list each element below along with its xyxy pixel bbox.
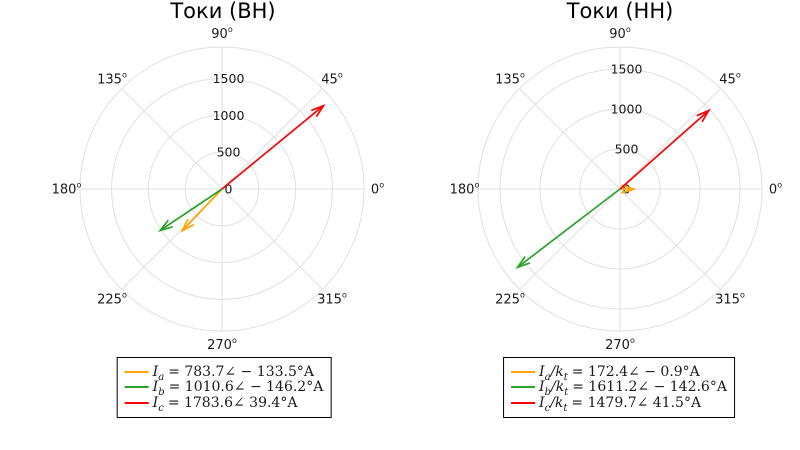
phasor-arrow	[181, 188, 223, 232]
legend-label: Ic/kt = 1479.7∠ 41.5°A	[539, 394, 702, 414]
grid-spoke	[221, 188, 323, 290]
phasor-arrow	[517, 188, 621, 268]
legend-label: Ia/kt = 172.4∠ − 0.9°A	[539, 363, 700, 383]
phasor-arrowhead	[180, 218, 195, 233]
grid-spoke	[619, 188, 721, 290]
r-tick-label: 1000	[611, 102, 643, 117]
angle-tick-label: 315o	[715, 291, 745, 308]
angle-tick-label: 0o	[371, 181, 384, 198]
phasor-arrow	[159, 188, 223, 232]
angle-tick-label: 90o	[211, 25, 233, 42]
chart-title-lv: Токи (НН)	[566, 0, 674, 23]
r-tick-label: 1000	[213, 108, 245, 123]
legend-row: Ib = 1010.6∠ − 146.2°A	[124, 379, 324, 399]
grid-spoke	[221, 88, 323, 190]
grid-layer	[79, 46, 365, 332]
phasor-arrowhead	[157, 219, 173, 232]
phasor-arrow	[619, 109, 710, 190]
polar-chart-hv: 0o 45o 90o 135o 180o 225o 270o 315o 0 500 1000 1500…	[52, 0, 385, 418]
legend-swatch	[511, 386, 536, 389]
angle-tick-label: 135o	[97, 71, 127, 88]
phasor-arrowhead	[515, 256, 531, 269]
legend-swatch	[511, 370, 536, 373]
angle-tick-label: 180o	[450, 181, 480, 198]
arrows-layer	[157, 103, 326, 233]
angle-tick-label: 270o	[605, 336, 635, 352]
legend-swatch	[511, 401, 536, 404]
angle-tick-label: 90o	[609, 25, 631, 42]
polar-plot-lv-svg: 0o45o90o135o180o225o270o315o050010001500…	[450, 0, 783, 352]
angle-tick-label: 180o	[52, 181, 82, 198]
angle-tick-label: 45o	[719, 71, 741, 88]
legend-row: Ia = 783.7∠ − 133.5°A	[124, 363, 324, 383]
grid-layer	[477, 46, 763, 332]
legend-row: Ic/kt = 1479.7∠ 41.5°A	[511, 394, 727, 414]
legend-label: Ib/kt = 1611.2∠ − 142.6°A	[539, 379, 727, 399]
r-tick-label: 1500	[213, 71, 245, 86]
legend-row: Ic = 1783.6∠ 39.4°A	[124, 394, 324, 414]
legend-box-hv: Ia = 783.7∠ − 133.5°A Ib = 1010.6∠ − 146.2…	[116, 357, 332, 418]
legend-swatch	[124, 370, 149, 373]
angle-tick-label: 225o	[495, 291, 525, 308]
legend-label: Ia = 783.7∠ − 133.5°A	[152, 363, 314, 383]
chart-title-hv: Токи (ВН)	[169, 0, 275, 23]
polar-chart-lv: 0o 45o 90o 135o 180o 225o 270o 315o 0 500 1000 1500…	[400, 0, 800, 450]
labels-layer: 0o 45o 90o 135o 180o 225o 270o 315o 0 500 1000 1500	[52, 25, 385, 352]
legend-box-lv: Ia/kt = 172.4∠ − 0.9°A Ib/kt = 1611.2∠ − 1…	[503, 357, 735, 418]
angle-tick-label: 0o	[769, 181, 782, 198]
angle-tick-label: 270o	[207, 336, 237, 352]
r-tick-label: 500	[217, 145, 241, 160]
grid-spoke	[619, 88, 721, 190]
r-tick-label: 1500	[611, 62, 643, 77]
angle-tick-label: 225o	[97, 291, 127, 308]
grid-spoke	[519, 88, 621, 190]
legend-label: Ib = 1010.6∠ − 146.2°A	[152, 379, 324, 399]
arrows-layer	[515, 108, 711, 269]
angle-tick-label: 135o	[495, 71, 525, 88]
angle-tick-label: 45o	[321, 71, 343, 88]
phasor-arrow	[221, 105, 324, 190]
legend-row: Ib/kt = 1611.2∠ − 142.6°A	[511, 379, 727, 399]
grid-spoke	[121, 88, 223, 190]
polar-plot-hv-svg: 0o 45o 90o 135o 180o 225o 270o 315o 0 500 1000 1500…	[52, 0, 385, 352]
legend-row: Ia/kt = 172.4∠ − 0.9°A	[511, 363, 727, 383]
phasor-arrowhead	[621, 184, 637, 194]
phasor-arrowhead	[310, 103, 326, 118]
phasor-arrowhead	[696, 108, 711, 123]
r-tick-label: 500	[615, 142, 639, 157]
legend-swatch	[124, 386, 149, 389]
legend-label: Ic = 1783.6∠ 39.4°A	[152, 394, 298, 414]
r-tick-label: 0	[225, 182, 233, 197]
angle-tick-label: 315o	[317, 291, 347, 308]
grid-spoke	[519, 188, 621, 290]
legend-swatch	[124, 401, 149, 404]
